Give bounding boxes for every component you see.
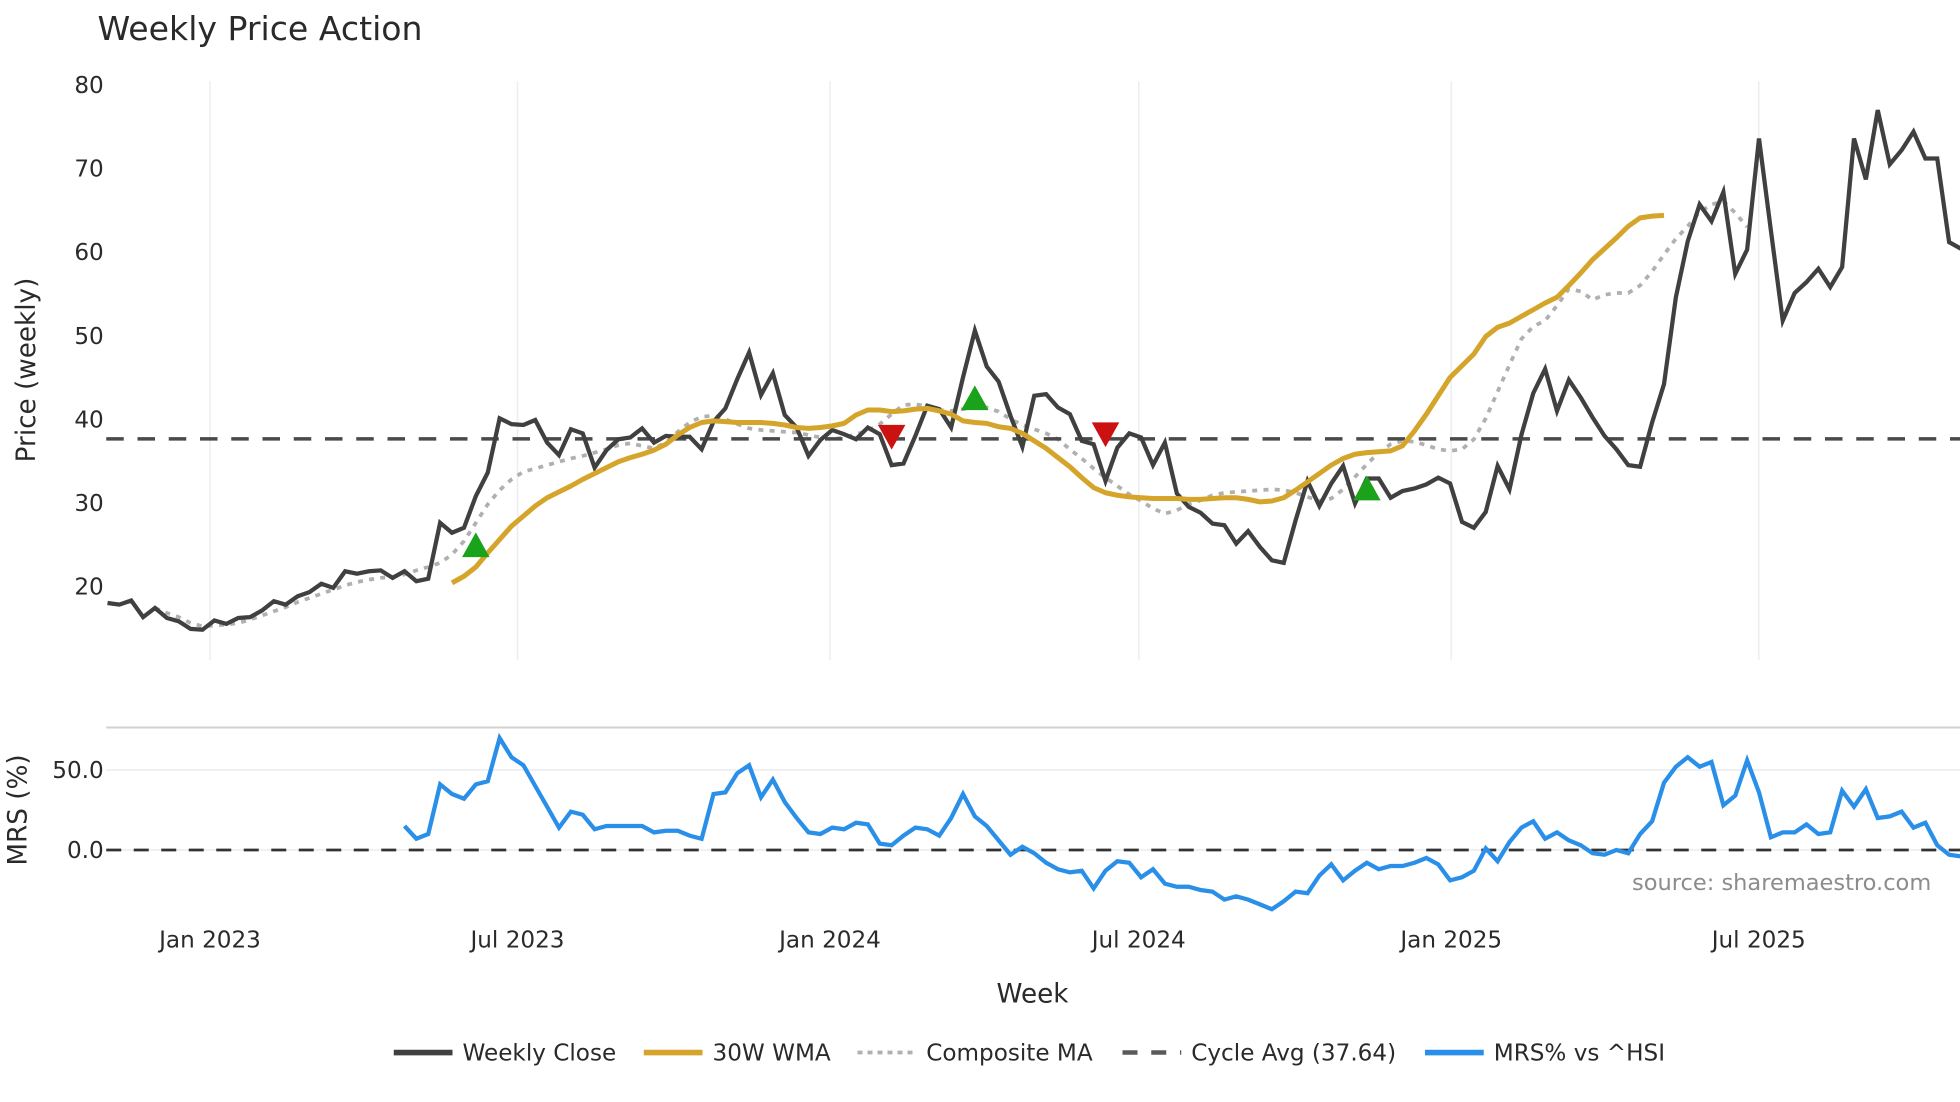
legend-item: Composite MA [857, 1041, 1093, 1067]
mrs-y-tick-label: 50.0 [52, 758, 103, 784]
mrs-series [106, 732, 1960, 912]
price-series [106, 109, 1960, 632]
mrs-y-axis-label: MRS (%) [3, 754, 33, 865]
buy-signal-triangle-up-icon [961, 385, 989, 411]
price-y-tick-label: 30 [74, 491, 103, 517]
price-y-tick-label: 40 [74, 407, 103, 433]
legend-label: MRS% vs ^HSI [1494, 1041, 1665, 1067]
legend: Weekly Close 30W WMA Composite MA Cycle Avg… [393, 1041, 1665, 1067]
mrs-y-tick-label: 0.0 [67, 838, 104, 864]
buy-signal-triangle-up-icon [1353, 475, 1381, 501]
x-tick-label: Jul 2024 [1090, 928, 1186, 954]
weekly-close-line [107, 109, 1960, 632]
legend-label: Cycle Avg (37.64) [1191, 1041, 1396, 1067]
legend-item: 30W WMA [643, 1041, 831, 1067]
price-y-axis-ticks: 20 30 40 50 60 70 80 [74, 73, 103, 600]
x-tick-label: Jul 2025 [1710, 928, 1806, 954]
price-y-tick-label: 20 [74, 574, 103, 600]
mrs-gridlines [106, 769, 1960, 851]
price-y-axis-label: Price (weekly) [12, 278, 42, 463]
legend-label: Composite MA [926, 1041, 1093, 1067]
legend-item: Weekly Close [393, 1041, 617, 1067]
sell-signal-triangle-down-icon [877, 424, 906, 450]
x-tick-label: Jan 2023 [157, 928, 261, 954]
mrs-y-axis-ticks: 50.0 0.0 [52, 758, 103, 864]
x-axis-ticks: Jan 2023 Jul 2023 Jan 2024 Jul 2024 Jan 2025… [157, 928, 1806, 954]
legend-label: Weekly Close [463, 1041, 617, 1067]
mrs-line [402, 732, 1960, 912]
chart-title: Weekly Price Action [98, 9, 423, 48]
legend-item: MRS% vs ^HSI [1425, 1041, 1665, 1067]
legend-label: 30W WMA [713, 1041, 831, 1067]
x-tick-label: Jul 2023 [468, 928, 564, 954]
price-y-tick-label: 70 [74, 157, 103, 183]
x-axis-label: Week [997, 980, 1070, 1010]
price-y-tick-label: 50 [74, 324, 103, 350]
source-annotation: source: sharemaestro.com [1632, 870, 1931, 896]
price-y-tick-label: 80 [74, 73, 103, 99]
price-gridlines [209, 81, 1760, 661]
signal-markers [462, 385, 1381, 558]
sell-signal-triangle-down-icon [1091, 422, 1120, 448]
composite-ma-line [154, 199, 1749, 629]
legend-item: Cycle Avg (37.64) [1122, 1041, 1396, 1067]
x-tick-label: Jan 2025 [1398, 928, 1502, 954]
wma-30w-line [450, 212, 1665, 586]
x-tick-label: Jan 2024 [777, 928, 881, 954]
buy-signal-triangle-up-icon [462, 532, 490, 558]
price-y-tick-label: 60 [74, 240, 103, 266]
